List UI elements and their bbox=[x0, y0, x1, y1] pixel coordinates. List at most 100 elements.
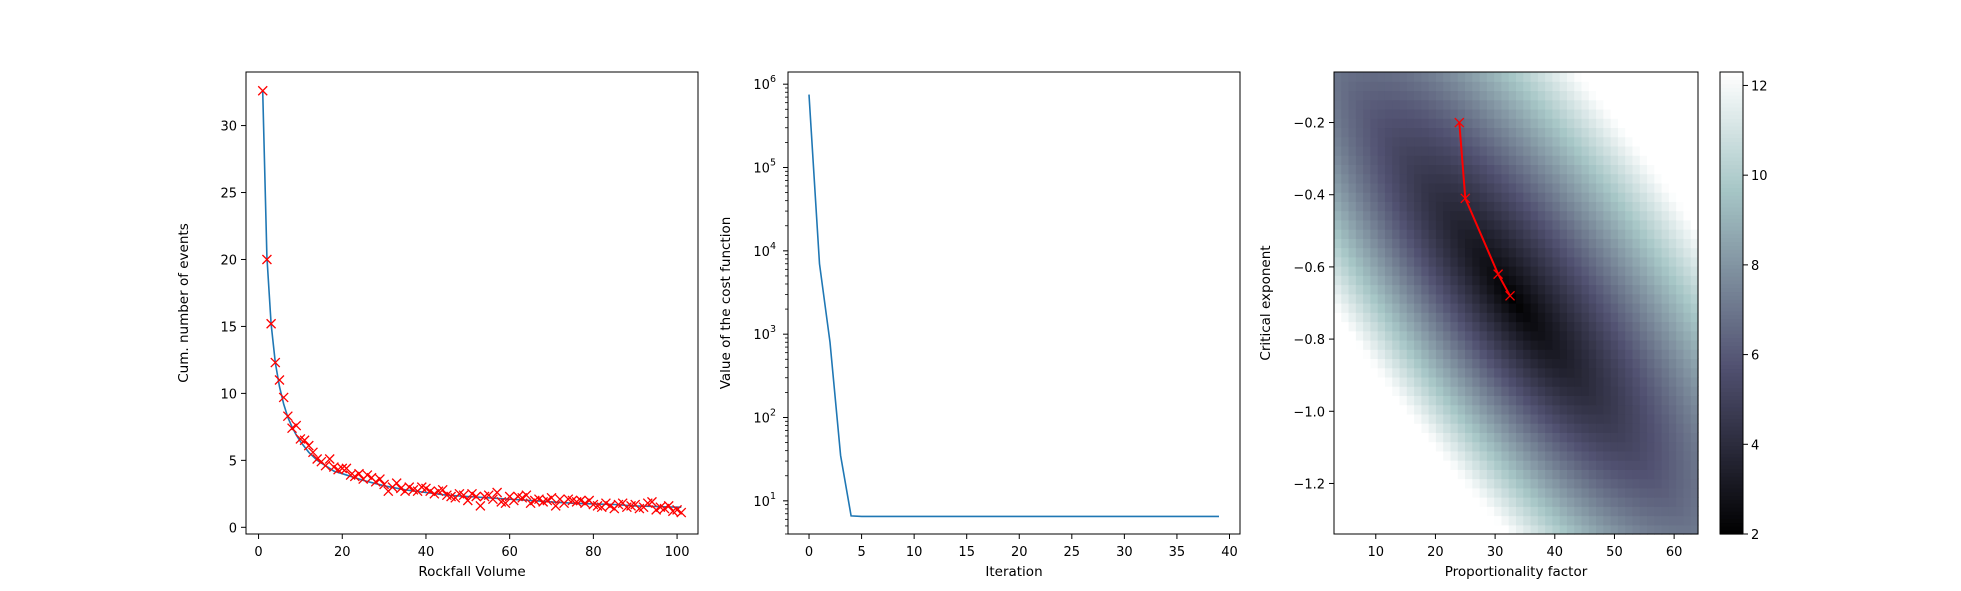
heatmap-cell bbox=[1661, 330, 1670, 341]
heatmap-cell bbox=[1690, 293, 1699, 304]
heatmap-cell bbox=[1465, 423, 1473, 433]
heatmap-cell bbox=[1435, 192, 1444, 202]
heatmap-cell bbox=[1421, 524, 1430, 535]
heatmap-cell bbox=[1348, 386, 1357, 396]
heatmap-cell bbox=[1341, 404, 1350, 415]
heatmap-cell bbox=[1414, 284, 1422, 295]
heatmap-cell bbox=[1341, 136, 1350, 147]
heatmap-cell bbox=[1486, 303, 1495, 313]
heatmap-cell bbox=[1450, 99, 1459, 110]
heatmap-cell bbox=[1414, 413, 1422, 424]
heatmap-cell bbox=[1399, 118, 1408, 129]
heatmap-cell bbox=[1559, 330, 1568, 341]
heatmap-cell bbox=[1334, 312, 1342, 323]
heatmap-cell bbox=[1450, 192, 1459, 202]
heatmap-cell bbox=[1348, 321, 1357, 332]
heatmap-cell bbox=[1472, 367, 1481, 378]
heatmap-cell bbox=[1588, 164, 1597, 175]
heatmap-cell bbox=[1523, 210, 1532, 221]
heatmap-cell bbox=[1363, 99, 1371, 110]
heatmap-cell bbox=[1537, 229, 1546, 239]
heatmap-cell bbox=[1370, 118, 1379, 129]
tick-exponent: 2 bbox=[770, 408, 776, 419]
heatmap-cell bbox=[1596, 229, 1604, 239]
heatmap-cell bbox=[1465, 413, 1473, 424]
heatmap-cell bbox=[1370, 339, 1379, 350]
heatmap-cell bbox=[1501, 330, 1510, 341]
heatmap-cell bbox=[1377, 303, 1386, 313]
heatmap-cell bbox=[1377, 210, 1386, 221]
heatmap-cell bbox=[1348, 173, 1357, 184]
colorbar-segment bbox=[1720, 472, 1743, 477]
heatmap-cell bbox=[1472, 423, 1481, 433]
heatmap-cell bbox=[1661, 275, 1670, 286]
heatmap-cell bbox=[1392, 376, 1401, 387]
heatmap-cell bbox=[1341, 238, 1350, 249]
heatmap-cell bbox=[1421, 321, 1430, 332]
data-point bbox=[337, 463, 348, 474]
heatmap-cell bbox=[1574, 192, 1583, 202]
colorbar-segment bbox=[1720, 306, 1743, 312]
heatmap-cell bbox=[1530, 413, 1539, 424]
heatmap-cell bbox=[1625, 506, 1634, 517]
heatmap-cell bbox=[1348, 108, 1357, 119]
heatmap-cell bbox=[1377, 284, 1386, 295]
heatmap-cell bbox=[1683, 478, 1692, 489]
heatmap-cell bbox=[1610, 487, 1619, 498]
heatmap-cell bbox=[1435, 108, 1444, 119]
heatmap-cell bbox=[1588, 210, 1597, 221]
heatmap-cell bbox=[1334, 395, 1342, 406]
heatmap-cell bbox=[1435, 497, 1444, 507]
heatmap-cell bbox=[1392, 238, 1401, 249]
colorbar-segment bbox=[1720, 268, 1743, 273]
heatmap-cell bbox=[1625, 413, 1634, 424]
heatmap-cell bbox=[1574, 108, 1583, 119]
heatmap-cell bbox=[1545, 506, 1553, 517]
heatmap-cell bbox=[1494, 90, 1503, 101]
heatmap-cell bbox=[1566, 515, 1575, 526]
heatmap-cell bbox=[1501, 201, 1510, 212]
heatmap-cell bbox=[1450, 432, 1459, 443]
heatmap-cell bbox=[1406, 192, 1415, 202]
heatmap-cell bbox=[1384, 201, 1393, 212]
heatmap-cell bbox=[1363, 108, 1371, 119]
heatmap-cell bbox=[1384, 145, 1393, 156]
heatmap-cell bbox=[1355, 201, 1364, 212]
heatmap-cell bbox=[1370, 386, 1379, 396]
heatmap-cell bbox=[1334, 275, 1342, 286]
heatmap-cell bbox=[1632, 358, 1641, 369]
colorbar-segment bbox=[1720, 256, 1743, 262]
heatmap-cell bbox=[1545, 395, 1553, 406]
heatmap-cell bbox=[1479, 395, 1488, 406]
heatmap-cell bbox=[1501, 386, 1510, 396]
heatmap-cell bbox=[1494, 99, 1503, 110]
heatmap-cell bbox=[1486, 395, 1495, 406]
heatmap-cell bbox=[1472, 330, 1481, 341]
heatmap-cell bbox=[1501, 81, 1510, 92]
heatmap-cell bbox=[1690, 173, 1699, 184]
heatmap-cell bbox=[1690, 478, 1699, 489]
heatmap-cell bbox=[1355, 229, 1364, 239]
colorbar-segment bbox=[1720, 79, 1743, 85]
heatmap-cell bbox=[1559, 173, 1568, 184]
heatmap-cell bbox=[1676, 441, 1685, 452]
heatmap-cell bbox=[1559, 312, 1568, 323]
heatmap-cell bbox=[1472, 210, 1481, 221]
heatmap-cell bbox=[1348, 155, 1357, 165]
heatmap-cell bbox=[1472, 173, 1481, 184]
heatmap-cell bbox=[1399, 432, 1408, 443]
heatmap-cell bbox=[1479, 450, 1488, 461]
heatmap-cell bbox=[1334, 256, 1342, 267]
heatmap-cell bbox=[1348, 330, 1357, 341]
heatmap-cell bbox=[1545, 210, 1553, 221]
heatmap-cell bbox=[1465, 127, 1473, 138]
heatmap-cell bbox=[1406, 524, 1415, 535]
heatmap-cell bbox=[1443, 247, 1452, 258]
heatmap-cell bbox=[1530, 460, 1539, 470]
heatmap-cell bbox=[1581, 524, 1590, 535]
heatmap-cell bbox=[1545, 478, 1553, 489]
heatmap-cell bbox=[1435, 127, 1444, 138]
heatmap-cell bbox=[1552, 330, 1561, 341]
heatmap-cell bbox=[1683, 524, 1692, 535]
heatmap-cell bbox=[1501, 487, 1510, 498]
